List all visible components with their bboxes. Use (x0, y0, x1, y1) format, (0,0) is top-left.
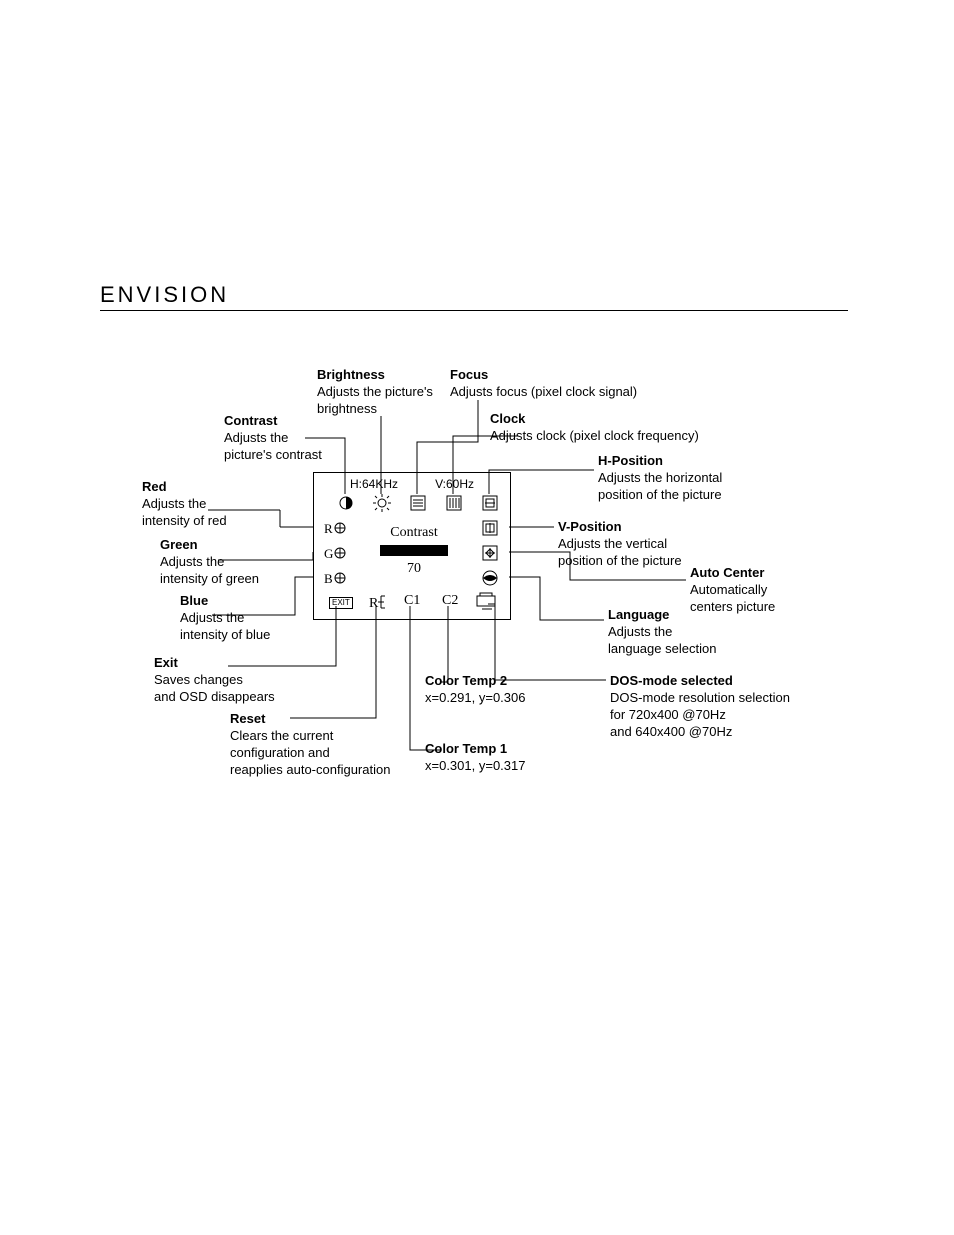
contrast-icon (340, 497, 352, 509)
focus-icon (411, 496, 425, 510)
osd-slider-bar (380, 545, 448, 556)
autocenter-icon (483, 546, 497, 560)
vpos-label: V-Position Adjusts the vertical position… (558, 518, 682, 569)
clock-label: Clock Adjusts clock (pixel clock frequen… (490, 410, 699, 444)
hpos-label: H-Position Adjusts the horizontal positi… (598, 452, 722, 503)
clock-icon (447, 496, 461, 510)
language-icon (483, 571, 497, 585)
osd-selected-label: Contrast (374, 525, 454, 541)
reset-icon: R (369, 596, 385, 611)
osd-panel: H:64KHz V:60Hz (313, 472, 511, 620)
language-label: Language Adjusts the language selection (608, 606, 716, 657)
red-crosshair-icon (335, 523, 345, 533)
green-label: Green Adjusts the intensity of green (160, 536, 259, 587)
brightness-icon (373, 494, 391, 512)
dos-icon (477, 593, 495, 609)
osd-g-label: G (324, 546, 333, 562)
osd-c1-label: C1 (404, 593, 420, 609)
hpos-icon (483, 496, 497, 510)
brand-logo: ENVISION (100, 282, 229, 308)
focus-label: Focus Adjusts focus (pixel clock signal) (450, 366, 637, 400)
dos-label: DOS-mode selected DOS-mode resolution se… (610, 672, 790, 740)
vpos-icon (483, 521, 497, 535)
ct2-label: Color Temp 2 x=0.291, y=0.306 (425, 672, 525, 706)
green-crosshair-icon (335, 548, 345, 558)
osd-selected-value: 70 (374, 561, 454, 577)
red-label: Red Adjusts the intensity of red (142, 478, 227, 529)
osd-c2-label: C2 (442, 593, 458, 609)
ct1-label: Color Temp 1 x=0.301, y=0.317 (425, 740, 525, 774)
osd-exit-button: EXIT (329, 597, 353, 609)
exit-label: Exit Saves changes and OSD disappears (154, 654, 275, 705)
osd-diagram: H:64KHz V:60Hz (100, 360, 860, 780)
blue-label: Blue Adjusts the intensity of blue (180, 592, 270, 643)
brightness-label: Brightness Adjusts the picture's brightn… (317, 366, 433, 417)
osd-b-label: B (324, 571, 333, 587)
blue-crosshair-icon (335, 573, 345, 583)
svg-text:R: R (369, 596, 379, 611)
osd-r-label: R (324, 521, 333, 537)
reset-label: Reset Clears the current configuration a… (230, 710, 390, 778)
header-rule (100, 310, 848, 311)
contrast-label: Contrast Adjusts the picture's contrast (224, 412, 322, 463)
